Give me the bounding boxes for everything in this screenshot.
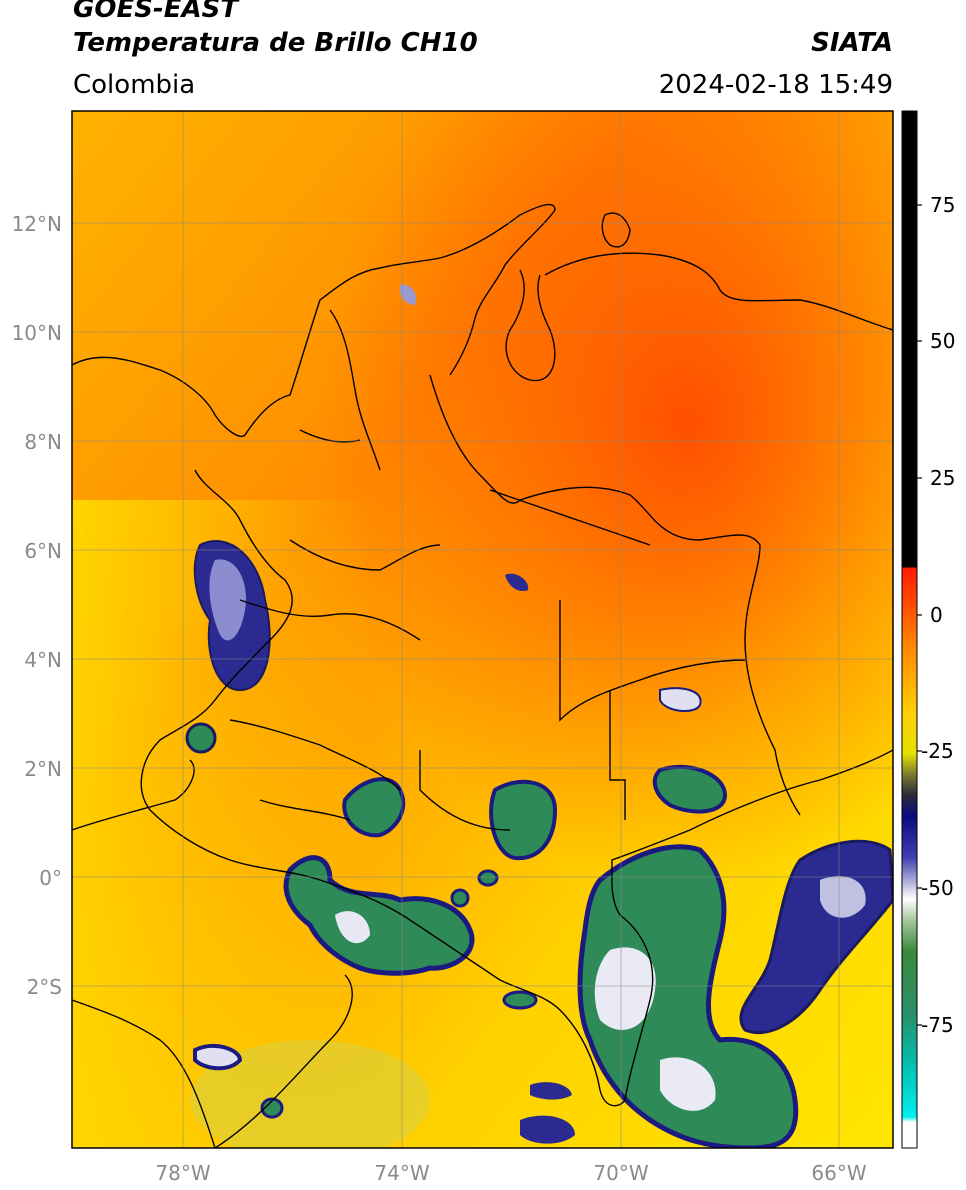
- timestamp: 2024-02-18 15:49: [658, 70, 893, 100]
- product-title: Temperatura de Brillo CH10: [73, 28, 478, 58]
- satellite-title: GOES-EAST: [73, 0, 239, 24]
- colorbar-tick-label: 50: [930, 329, 955, 353]
- lat-tick-label: 8°N: [24, 430, 62, 454]
- lon-tick-label: 78°W: [155, 1161, 210, 1185]
- lon-tick-label: 70°W: [593, 1161, 648, 1185]
- map-frame: [71, 110, 894, 1149]
- colorbar-tick-label: 0: [930, 603, 943, 627]
- lat-tick-label: 0°: [39, 866, 62, 890]
- lon-tick-label: 66°W: [811, 1161, 866, 1185]
- graticule: [72, 111, 893, 1148]
- lat-tick-label: 2°N: [24, 757, 62, 781]
- colorbar-gradient: [901, 110, 918, 1149]
- region-name: Colombia: [73, 70, 196, 100]
- lat-tick-label: 12°N: [12, 212, 62, 236]
- lat-tick-label: 4°N: [24, 648, 62, 672]
- map-area: [72, 111, 893, 1148]
- lat-axis: 12°N 10°N 8°N 6°N 4°N 2°N 0° 2°S: [12, 212, 62, 999]
- lat-tick-label: 10°N: [12, 321, 62, 345]
- lat-tick-label: 2°S: [27, 975, 62, 999]
- lat-tick-label: 6°N: [24, 539, 62, 563]
- colorbar-ticks: [917, 204, 922, 1026]
- colorbar-tick-label: 25: [930, 466, 955, 490]
- agency-name: SIATA: [811, 28, 893, 58]
- colorbar-tick-label: 75: [930, 193, 955, 217]
- lon-axis: 78°W 74°W 70°W 66°W: [155, 1161, 866, 1185]
- colorbar: 75 50 25 0 -25 -50 -75: [901, 110, 955, 1149]
- lon-tick-label: 74°W: [374, 1161, 429, 1185]
- cloud-cells: [185, 284, 893, 1148]
- colorbar-tick-label: -25: [921, 739, 954, 763]
- colorbar-tick-label: -75: [921, 1013, 954, 1037]
- colorbar-tick-label: -50: [921, 876, 954, 900]
